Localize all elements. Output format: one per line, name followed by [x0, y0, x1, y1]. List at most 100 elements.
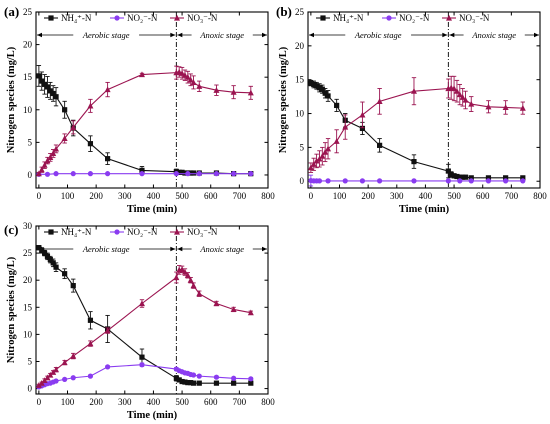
anoxic-arrow-head-left	[449, 32, 455, 38]
data-point	[173, 171, 179, 177]
y-tick-label: 20	[23, 40, 33, 50]
data-point	[453, 88, 460, 94]
data-point	[62, 107, 68, 113]
data-point	[359, 178, 366, 184]
y-tick-label: 15	[295, 75, 305, 85]
data-point	[196, 290, 203, 297]
data-point	[104, 327, 111, 334]
series-nh4	[308, 79, 526, 181]
y-axis-title: Nitrogen species (mg/L)	[6, 46, 17, 153]
data-point	[248, 171, 254, 177]
data-point	[316, 178, 323, 184]
anoxic-stage-label-bg	[191, 243, 253, 254]
data-point	[70, 375, 76, 381]
data-point	[485, 175, 492, 181]
data-point	[190, 79, 197, 85]
data-point	[359, 111, 366, 118]
legend-item: NO₂⁻-N	[110, 227, 158, 237]
series-no2	[36, 362, 254, 390]
x-axis-title: Time (min)	[127, 410, 178, 421]
data-point	[196, 171, 202, 177]
legend-label: NH₄⁺-N	[61, 227, 92, 237]
legend-label: NH₄⁺-N	[333, 13, 364, 23]
data-point	[70, 171, 76, 177]
y-tick-label: 10	[23, 329, 33, 339]
data-point	[38, 166, 45, 173]
data-point	[105, 156, 111, 162]
y-tick-label: 5	[300, 142, 305, 152]
legend-item: NO₃⁻-N	[170, 227, 218, 237]
data-point	[333, 138, 340, 144]
data-point	[196, 380, 202, 386]
data-point	[325, 145, 332, 152]
legend-item: NH₄⁺-N	[316, 13, 364, 23]
x-tick-label: 200	[89, 191, 103, 201]
series-no2	[36, 171, 254, 177]
data-point	[185, 380, 191, 386]
data-point	[87, 317, 94, 323]
data-point	[47, 257, 53, 263]
data-point	[520, 175, 526, 181]
legend-label: NO₂⁻-N	[127, 227, 158, 237]
data-point	[61, 135, 68, 142]
aerobic-arrow-head-right	[170, 246, 176, 252]
data-point	[87, 102, 94, 109]
y-tick-label: 5	[28, 356, 33, 366]
chart-panel-b: (b) 0 100 200 300 400 500 600 700 800 0 5 10 15 20 25 Ti…	[276, 4, 547, 215]
data-point	[62, 376, 68, 382]
y-tick-label: 5	[28, 137, 33, 147]
data-point	[187, 276, 194, 283]
data-point	[462, 174, 469, 180]
legend-marker	[386, 15, 392, 21]
data-point	[213, 374, 220, 380]
data-point	[410, 88, 417, 94]
data-point	[460, 174, 466, 180]
data-point	[47, 88, 53, 94]
aerobic-arrow-head-left	[309, 32, 314, 38]
x-tick-label: 800	[261, 191, 275, 201]
data-point	[190, 372, 197, 378]
data-point	[179, 70, 186, 76]
data-point	[308, 80, 314, 86]
data-point	[44, 157, 51, 164]
data-point	[325, 178, 331, 184]
series-line	[38, 247, 251, 384]
data-point	[325, 93, 331, 99]
data-point	[231, 380, 237, 386]
data-point	[213, 300, 220, 307]
data-point	[342, 178, 348, 184]
series-no3	[35, 265, 254, 388]
data-point	[139, 171, 145, 177]
aerobic-stage-label: Aerobic stage	[354, 30, 402, 40]
legend-marker	[48, 229, 54, 235]
data-point	[188, 170, 194, 176]
aerobic-stage-label-bg	[73, 243, 140, 254]
series-no3	[35, 65, 254, 177]
y-tick-label: 10	[295, 109, 305, 119]
data-point	[44, 84, 51, 90]
x-axis-title: Time (min)	[399, 204, 450, 215]
panel-label: (a)	[4, 4, 19, 19]
data-point	[485, 103, 492, 110]
data-point	[185, 171, 191, 177]
legend-marker	[446, 14, 452, 21]
data-point	[457, 174, 463, 180]
data-point	[181, 268, 188, 275]
y-tick-label: 0	[28, 384, 33, 394]
data-point	[445, 168, 451, 174]
aerobic-stage-label: Aerobic stage	[82, 30, 130, 40]
data-point	[503, 178, 509, 184]
data-point	[503, 175, 509, 181]
data-point	[105, 364, 111, 370]
anoxic-arrow-head-right	[534, 32, 539, 38]
data-point	[190, 170, 197, 176]
legend-marker	[114, 229, 120, 235]
x-tick-label: 500	[175, 191, 189, 201]
data-point	[138, 71, 145, 78]
data-point	[196, 83, 203, 89]
data-point	[462, 96, 469, 103]
aerobic-arrow-head-left	[37, 32, 42, 38]
panel-label: (b)	[276, 4, 292, 19]
data-point	[457, 178, 463, 184]
